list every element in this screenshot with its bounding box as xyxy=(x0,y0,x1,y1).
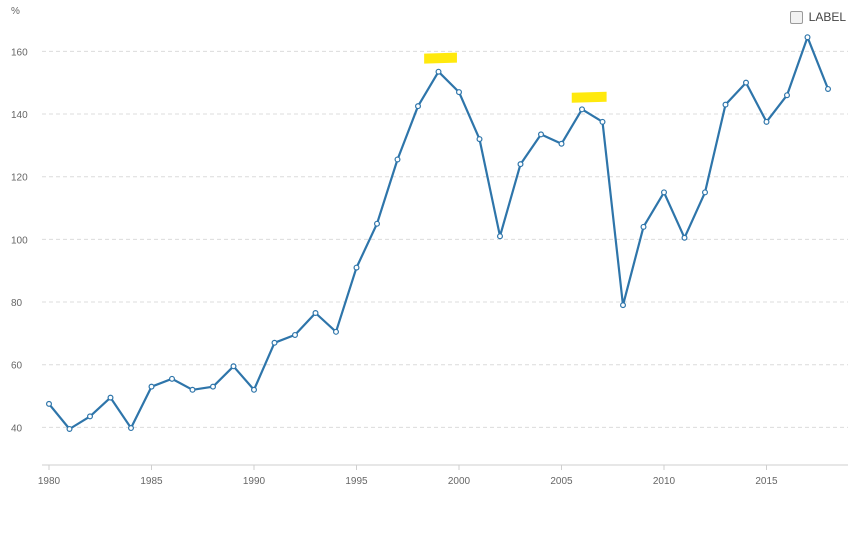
x-tick-label: 1990 xyxy=(243,476,266,487)
data-point[interactable] xyxy=(415,103,422,110)
data-point[interactable] xyxy=(271,339,278,346)
data-point[interactable] xyxy=(107,394,114,401)
y-tick-label: 160 xyxy=(11,47,28,58)
data-point[interactable] xyxy=(66,425,73,432)
legend-label: LABEL xyxy=(808,10,846,24)
y-tick-label: 60 xyxy=(11,361,23,372)
data-point[interactable] xyxy=(619,302,626,309)
data-point[interactable] xyxy=(210,383,217,390)
data-point[interactable] xyxy=(578,106,585,113)
data-point[interactable] xyxy=(128,425,135,432)
data-point[interactable] xyxy=(537,131,544,138)
data-point[interactable] xyxy=(681,234,688,241)
data-point[interactable] xyxy=(599,118,606,125)
data-point[interactable] xyxy=(517,161,524,168)
data-point[interactable] xyxy=(394,156,401,163)
legend-toggle[interactable]: LABEL xyxy=(789,10,846,24)
x-tick-label: 1980 xyxy=(38,476,61,487)
data-point[interactable] xyxy=(476,136,483,143)
data-point[interactable] xyxy=(230,363,237,370)
data-point[interactable] xyxy=(353,264,360,271)
data-point[interactable] xyxy=(251,386,258,393)
data-point[interactable] xyxy=(640,223,647,230)
data-point[interactable] xyxy=(333,328,340,335)
data-point[interactable] xyxy=(169,375,176,382)
x-tick-label: 2015 xyxy=(755,476,778,487)
y-axis-unit-label: % xyxy=(11,6,20,17)
y-tick-label: 40 xyxy=(11,423,23,434)
legend-checkbox[interactable] xyxy=(789,10,803,24)
data-point[interactable] xyxy=(497,233,504,240)
data-point[interactable] xyxy=(824,85,831,92)
x-axis-ticks: 1980 1985 1990 1995 2000 2005 2010 2015 xyxy=(38,465,778,487)
highlight-mark xyxy=(571,91,607,103)
y-axis-ticks: 40 60 80 100 120 140 160 xyxy=(11,47,28,434)
x-tick-label: 1985 xyxy=(140,476,163,487)
y-tick-label: 140 xyxy=(11,110,28,121)
highlight-mark xyxy=(424,52,457,64)
data-point[interactable] xyxy=(783,92,790,99)
data-point[interactable] xyxy=(722,101,729,108)
gridlines xyxy=(42,50,848,428)
highlighter-marks xyxy=(424,52,607,103)
data-point[interactable] xyxy=(189,386,196,393)
data-point[interactable] xyxy=(558,140,565,147)
data-point[interactable] xyxy=(86,413,93,420)
data-point[interactable] xyxy=(292,331,299,338)
data-point[interactable] xyxy=(742,79,749,86)
x-tick-label: 2010 xyxy=(653,476,676,487)
data-point[interactable] xyxy=(435,68,442,75)
x-tick-label: 1995 xyxy=(345,476,368,487)
series-line xyxy=(48,36,830,431)
y-tick-label: 120 xyxy=(11,173,28,184)
data-point[interactable] xyxy=(701,189,708,196)
y-tick-label: 100 xyxy=(11,235,28,246)
data-point[interactable] xyxy=(374,220,381,227)
x-tick-label: 2005 xyxy=(550,476,573,487)
data-points xyxy=(45,34,831,432)
data-point[interactable] xyxy=(660,189,667,196)
x-tick-label: 2000 xyxy=(448,476,471,487)
data-point[interactable] xyxy=(45,400,52,407)
data-point[interactable] xyxy=(804,34,811,41)
data-point[interactable] xyxy=(763,118,770,125)
data-point[interactable] xyxy=(456,89,463,96)
data-point[interactable] xyxy=(312,310,319,317)
y-tick-label: 80 xyxy=(11,298,23,309)
data-point[interactable] xyxy=(148,383,155,390)
